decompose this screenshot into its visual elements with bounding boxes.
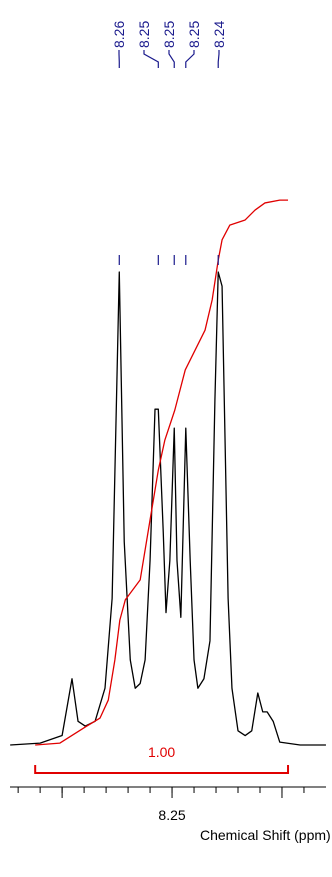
peak-connector [168, 50, 175, 68]
peak-label: 8.24 [211, 21, 227, 48]
peak-label: 8.25 [186, 21, 202, 48]
peak-connector [217, 50, 220, 68]
peak-label: 8.26 [111, 21, 127, 48]
peak-label: 8.25 [161, 21, 177, 48]
x-tick-label: 8.25 [158, 807, 185, 823]
spectrum-line [10, 271, 326, 746]
peak-label: 8.25 [136, 21, 152, 48]
x-axis-label: Chemical Shift (ppm) [200, 827, 331, 843]
integral-label: 1.00 [148, 744, 175, 760]
peak-connector [185, 50, 195, 68]
integral-curve [35, 199, 289, 746]
peak-connector [143, 50, 159, 68]
